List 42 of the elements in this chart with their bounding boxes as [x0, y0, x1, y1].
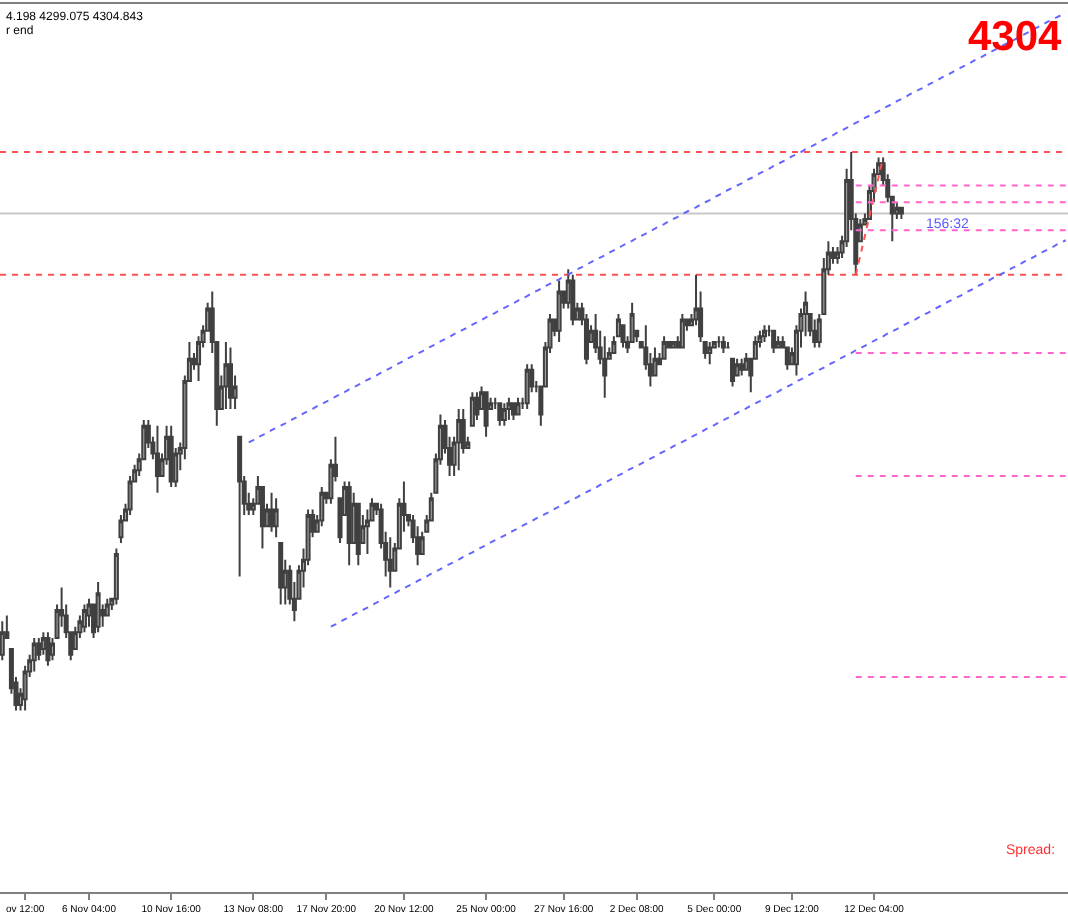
candlestick — [898, 206, 904, 221]
candlestick — [771, 329, 777, 355]
candlestick — [510, 402, 516, 422]
candlestick — [273, 497, 279, 539]
candlestick — [497, 402, 503, 427]
candlestick — [81, 603, 87, 634]
candlestick — [227, 346, 233, 410]
candlestick — [739, 357, 745, 377]
text: 4304 — [968, 14, 1063, 60]
candlestick — [707, 340, 713, 366]
candlestick — [812, 318, 818, 349]
candlestick — [168, 424, 174, 489]
candlestick — [469, 391, 475, 427]
candlestick — [387, 536, 393, 589]
candlestick — [474, 391, 480, 422]
candlestick — [95, 581, 101, 634]
candlestick — [602, 335, 608, 399]
candlestick — [45, 631, 51, 667]
candlestick — [661, 335, 667, 360]
candlestick — [761, 324, 767, 343]
candlestick — [113, 547, 119, 606]
candlestick — [0, 620, 5, 662]
candlestick — [223, 340, 229, 410]
candlestick — [679, 312, 685, 349]
candlestick — [570, 273, 576, 327]
candlestick — [524, 363, 530, 410]
candlestick — [278, 541, 284, 606]
candlestick — [515, 396, 521, 416]
candlestick — [31, 636, 37, 673]
candlestick — [716, 335, 722, 349]
candlestick — [501, 402, 507, 427]
candlestick — [346, 480, 352, 567]
candlestick — [720, 335, 726, 355]
candlestick — [556, 279, 562, 343]
candlestick — [319, 486, 325, 528]
candlestick — [506, 396, 512, 422]
candlestick — [154, 424, 160, 494]
candlestick — [730, 357, 736, 388]
candlestick — [456, 407, 462, 472]
candlestick — [483, 391, 489, 438]
candlestick — [269, 491, 275, 533]
candlestick — [237, 435, 243, 578]
